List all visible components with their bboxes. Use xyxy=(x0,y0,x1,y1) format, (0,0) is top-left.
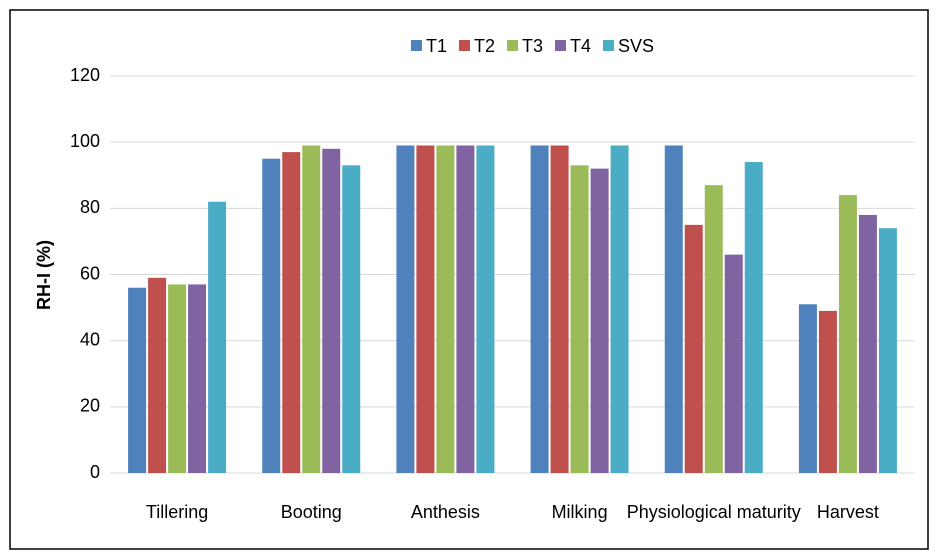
bar xyxy=(724,254,743,473)
bar xyxy=(704,185,723,474)
bar xyxy=(570,165,589,473)
bar xyxy=(878,228,897,473)
legend-label: SVS xyxy=(618,36,654,56)
bar xyxy=(858,214,877,473)
x-tick-label: Tillering xyxy=(146,502,208,522)
bar xyxy=(128,287,147,473)
y-tick-label: 0 xyxy=(90,462,100,482)
bar xyxy=(302,145,321,473)
bar xyxy=(664,145,683,473)
x-tick-label: Milking xyxy=(552,502,608,522)
bar xyxy=(168,284,187,473)
y-tick-label: 120 xyxy=(70,65,100,85)
bar xyxy=(148,277,167,473)
y-tick-label: 20 xyxy=(80,396,100,416)
bar xyxy=(684,224,703,473)
bar xyxy=(416,145,435,473)
y-tick-label: 80 xyxy=(80,197,100,217)
legend-swatch xyxy=(555,40,566,51)
bar xyxy=(818,310,837,473)
legend-label: T4 xyxy=(570,36,591,56)
bar xyxy=(530,145,549,473)
bar xyxy=(838,195,857,473)
x-tick-label: Anthesis xyxy=(411,502,480,522)
legend-swatch xyxy=(410,40,422,51)
legend-label: T3 xyxy=(522,36,543,56)
legend-swatch xyxy=(603,40,615,51)
bar xyxy=(550,145,569,473)
bar xyxy=(322,148,341,474)
bar xyxy=(456,145,475,473)
bar xyxy=(798,304,817,473)
legend-label: T1 xyxy=(426,36,447,56)
bar xyxy=(342,165,361,473)
bar xyxy=(590,168,609,473)
x-tick-label: Physiological maturity xyxy=(627,502,801,522)
y-tick-label: 60 xyxy=(80,263,100,283)
legend-label: T2 xyxy=(474,36,495,56)
legend-swatch xyxy=(458,40,470,51)
legend-swatch xyxy=(506,40,518,51)
bar xyxy=(476,145,495,473)
x-tick-label: Harvest xyxy=(817,502,879,522)
x-tick-label: Booting xyxy=(281,502,342,522)
y-tick-label: 100 xyxy=(70,131,100,151)
bar xyxy=(188,284,207,473)
bar xyxy=(282,152,301,473)
bar xyxy=(262,158,281,474)
bar xyxy=(610,145,629,473)
bar xyxy=(396,145,415,473)
bar xyxy=(436,145,455,473)
y-tick-label: 40 xyxy=(80,329,100,349)
bar xyxy=(208,201,227,473)
y-axis-label: RH-I (%) xyxy=(34,240,54,310)
bar xyxy=(744,162,763,473)
